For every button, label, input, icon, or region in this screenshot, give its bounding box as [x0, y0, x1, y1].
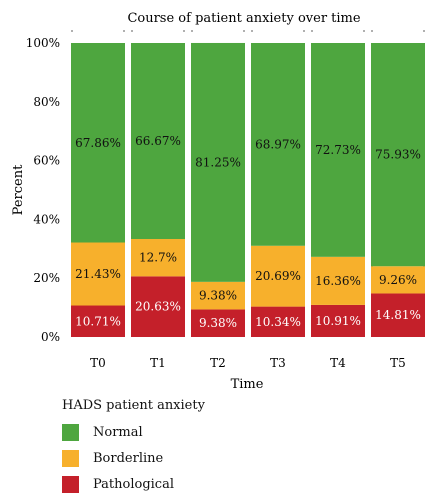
bar-segment-pathological	[131, 276, 185, 337]
legend-swatch-borderline	[62, 449, 79, 467]
data-label: 9.26%	[379, 273, 417, 287]
data-label: 9.38%	[199, 289, 237, 303]
data-label: 14.81%	[375, 308, 421, 322]
bar-segment-normal	[371, 43, 425, 267]
legend-label-borderline: Borderline	[93, 450, 164, 466]
bar-segment-pathological	[71, 305, 125, 337]
bar-segment-pathological	[251, 306, 305, 337]
grid-dot	[131, 30, 133, 32]
grid-dot	[363, 30, 365, 32]
y-tick-label: 20%	[33, 271, 60, 285]
data-label: 20.69%	[255, 269, 301, 283]
x-tick-label: T5	[390, 356, 406, 370]
data-label: 20.63%	[135, 300, 181, 314]
x-axis-label: Time	[231, 377, 264, 392]
bar-segment-normal	[311, 43, 365, 257]
data-label: 72.73%	[315, 143, 361, 157]
x-tick-label: T1	[150, 356, 166, 370]
grid-dot	[311, 30, 313, 32]
bar-segment-normal	[251, 43, 305, 246]
chart-title: Course of patient anxiety over time	[127, 11, 360, 26]
data-label: 12.7%	[139, 251, 177, 265]
bar-segment-borderline	[371, 266, 425, 294]
grid-dot	[423, 30, 425, 32]
x-tick-label: T0	[90, 356, 106, 370]
grid-dot	[123, 30, 125, 32]
legend-item-borderline: Borderline	[62, 445, 205, 471]
data-label: 67.86%	[75, 136, 121, 150]
y-tick-label: 100%	[26, 36, 60, 50]
data-label: 68.97%	[255, 137, 301, 151]
stacked-bar-chart: Course of patient anxiety over time Perc…	[11, 11, 425, 392]
data-label: 10.34%	[255, 315, 301, 329]
y-axis-label: Percent	[11, 164, 26, 215]
grid-dot	[191, 30, 193, 32]
legend-item-pathological: Pathological	[62, 471, 205, 497]
bar-segment-borderline	[71, 242, 125, 306]
bar-segment-pathological	[311, 304, 365, 337]
y-tick-label: 0%	[41, 330, 60, 344]
x-tick-label: T2	[210, 356, 226, 370]
data-label: 9.38%	[199, 316, 237, 330]
grid-dot	[71, 30, 73, 32]
x-tick-label: T3	[270, 356, 286, 370]
legend-item-normal: Normal	[62, 419, 205, 445]
bar-segment-normal	[131, 43, 185, 240]
data-label: 81.25%	[195, 155, 241, 169]
grid-dot	[251, 30, 253, 32]
bar-segment-borderline	[131, 239, 185, 277]
bar-segment-pathological	[371, 293, 425, 337]
grid-dot	[303, 30, 305, 32]
y-tick-label: 40%	[33, 212, 60, 226]
data-label: 10.91%	[315, 314, 361, 328]
legend-swatch-pathological	[62, 475, 79, 493]
bar-segment-borderline	[311, 256, 365, 305]
data-label: 66.67%	[135, 134, 181, 148]
grid-dot	[183, 30, 185, 32]
bar-segment-pathological	[191, 309, 245, 337]
bar-segment-normal	[191, 42, 245, 282]
y-tick-label: 60%	[33, 154, 60, 168]
bar-segment-borderline	[191, 281, 245, 310]
legend-title: HADS patient anxiety	[62, 398, 205, 413]
bar-segment-normal	[71, 43, 125, 243]
legend: HADS patient anxiety Normal Borderline P…	[62, 398, 205, 497]
data-label: 75.93%	[375, 148, 421, 162]
grid-dot	[371, 30, 373, 32]
data-label: 21.43%	[75, 267, 121, 281]
x-tick-label: T4	[330, 356, 346, 370]
data-label: 10.71%	[75, 314, 121, 328]
legend-swatch-normal	[62, 423, 79, 441]
bar-segment-borderline	[251, 245, 305, 307]
y-tick-label: 80%	[33, 95, 60, 109]
legend-label-pathological: Pathological	[93, 476, 174, 492]
data-label: 16.36%	[315, 274, 361, 288]
legend-label-normal: Normal	[93, 424, 143, 440]
grid-dot	[243, 30, 245, 32]
